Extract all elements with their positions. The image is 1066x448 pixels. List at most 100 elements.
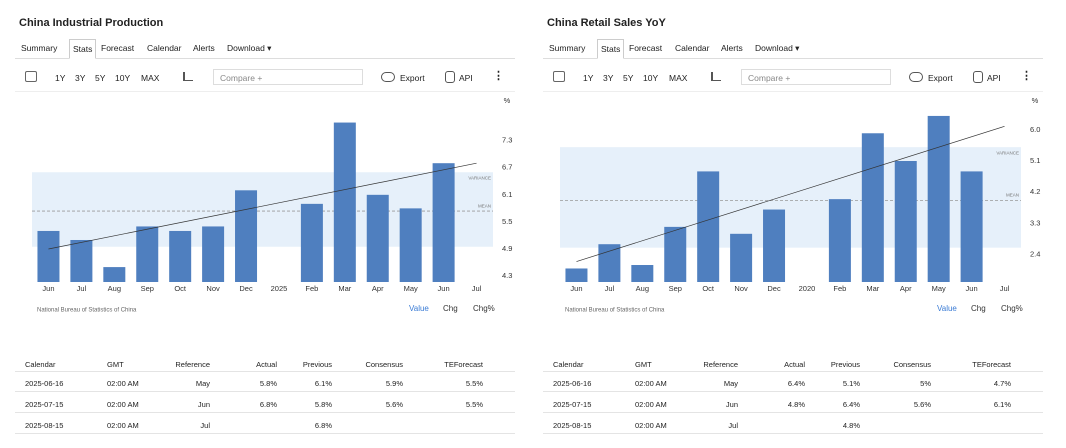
tab[interactable]: Summary xyxy=(549,43,586,53)
table-cell: 02:00 AM xyxy=(107,421,139,430)
range-button[interactable]: 1Y xyxy=(55,73,66,83)
table-cell: 4.8% xyxy=(787,400,805,409)
range-button[interactable]: MAX xyxy=(669,73,688,83)
x-tick-label: Mar xyxy=(338,284,351,293)
table-cell: 6.8% xyxy=(259,400,277,409)
range-button[interactable]: 10Y xyxy=(115,73,131,83)
chart-type-icon[interactable] xyxy=(183,72,193,81)
bar[interactable] xyxy=(300,203,323,282)
export-icon[interactable] xyxy=(909,72,923,82)
bar[interactable] xyxy=(631,265,654,282)
tab[interactable]: Forecast xyxy=(101,43,135,53)
y-tick-label: 5.1 xyxy=(1030,156,1040,165)
table-cell: 02:00 AM xyxy=(107,400,139,409)
x-tick-label: May xyxy=(404,284,418,293)
x-tick-label: Jun xyxy=(570,284,582,293)
toggle-button[interactable]: Value xyxy=(409,304,429,313)
unit-label: % xyxy=(1032,96,1039,105)
table-cell: Jun xyxy=(725,400,738,409)
table-cell: 5.6% xyxy=(385,400,403,409)
y-tick-label: 5.5 xyxy=(502,217,512,226)
bar[interactable] xyxy=(202,226,225,282)
tab[interactable]: Calendar xyxy=(147,43,182,53)
table-header: GMT xyxy=(635,360,652,369)
bar[interactable] xyxy=(828,199,851,282)
table-header: Consensus xyxy=(893,360,931,369)
bar[interactable] xyxy=(697,171,720,282)
table-cell: 5.5% xyxy=(465,400,483,409)
tab[interactable]: Download ▾ xyxy=(755,43,800,53)
table-cell: 4.8% xyxy=(842,421,860,430)
tab[interactable]: Stats xyxy=(597,39,625,59)
x-tick-label: Mar xyxy=(866,284,879,293)
range-button[interactable]: 3Y xyxy=(75,73,86,83)
x-tick-label: Oct xyxy=(702,284,715,293)
compare-input[interactable]: Compare + xyxy=(741,69,891,85)
compare-input[interactable]: Compare + xyxy=(213,69,363,85)
range-button[interactable]: 3Y xyxy=(603,73,614,83)
menu-dots[interactable]: ⋮ xyxy=(493,70,504,82)
toggle-button[interactable]: Value xyxy=(937,304,957,313)
api-button[interactable]: API xyxy=(459,73,473,83)
toggle-button[interactable]: Chg xyxy=(443,304,458,313)
tab[interactable]: Calendar xyxy=(675,43,710,53)
table-header: Calendar xyxy=(553,360,584,369)
table-header: Consensus xyxy=(365,360,403,369)
bar[interactable] xyxy=(366,194,389,282)
bar[interactable] xyxy=(333,122,356,282)
table-cell: 5.1% xyxy=(842,379,860,388)
tab[interactable]: Forecast xyxy=(629,43,663,53)
chart: % VARIANCE MEAN 4.3 4.9 5.5 6.1 6.7 7.3 Jun Jul Aug… xyxy=(32,96,512,314)
tab[interactable]: Stats xyxy=(69,39,97,59)
table-cell: Jul xyxy=(728,421,738,430)
bar[interactable] xyxy=(730,233,753,282)
table-cell: 6.1% xyxy=(993,400,1011,409)
menu-dots[interactable]: ⋮ xyxy=(1021,70,1032,82)
bar[interactable] xyxy=(70,239,93,282)
bar[interactable] xyxy=(169,230,192,282)
api-icon[interactable] xyxy=(445,71,455,83)
toggle-button[interactable]: Chg% xyxy=(473,304,495,313)
bar[interactable] xyxy=(565,268,588,282)
bar[interactable] xyxy=(103,267,126,282)
range-button[interactable]: 10Y xyxy=(643,73,659,83)
calendar-icon[interactable] xyxy=(25,71,37,82)
bar[interactable] xyxy=(960,171,983,282)
toggle-button[interactable]: Chg% xyxy=(1001,304,1023,313)
range-button[interactable]: 5Y xyxy=(623,73,634,83)
bar[interactable] xyxy=(399,208,422,282)
table-cell: 6.1% xyxy=(314,379,332,388)
tab[interactable]: Summary xyxy=(21,43,58,53)
x-tick-label: 2020 xyxy=(799,284,816,293)
table-cell: May xyxy=(195,379,210,388)
range-button[interactable]: MAX xyxy=(141,73,160,83)
bar[interactable] xyxy=(235,190,258,282)
bar[interactable] xyxy=(432,163,455,282)
export-button[interactable]: Export xyxy=(400,73,425,83)
tab[interactable]: Alerts xyxy=(721,43,743,53)
tab[interactable]: Download ▾ xyxy=(227,43,272,53)
range-button[interactable]: 5Y xyxy=(95,73,106,83)
export-icon[interactable] xyxy=(381,72,395,82)
bar[interactable] xyxy=(894,161,917,282)
bar[interactable] xyxy=(861,133,884,282)
table-header: Reference xyxy=(703,360,738,369)
x-tick-label: Dec xyxy=(767,284,781,293)
y-tick-label: 3.3 xyxy=(1030,218,1040,227)
export-button[interactable]: Export xyxy=(928,73,953,83)
bar[interactable] xyxy=(927,115,950,282)
bar[interactable] xyxy=(136,226,159,282)
calendar-icon[interactable] xyxy=(553,71,565,82)
chart-type-icon[interactable] xyxy=(711,72,721,81)
toggle-button[interactable]: Chg xyxy=(971,304,986,313)
table-cell: 5.6% xyxy=(913,400,931,409)
bar[interactable] xyxy=(664,226,687,282)
range-button[interactable]: 1Y xyxy=(583,73,594,83)
api-icon[interactable] xyxy=(973,71,983,83)
bar[interactable] xyxy=(763,209,786,282)
bar[interactable] xyxy=(37,230,60,282)
tab[interactable]: Alerts xyxy=(193,43,215,53)
api-button[interactable]: API xyxy=(987,73,1001,83)
bar[interactable] xyxy=(598,244,621,282)
y-tick-label: 6.1 xyxy=(502,190,512,199)
